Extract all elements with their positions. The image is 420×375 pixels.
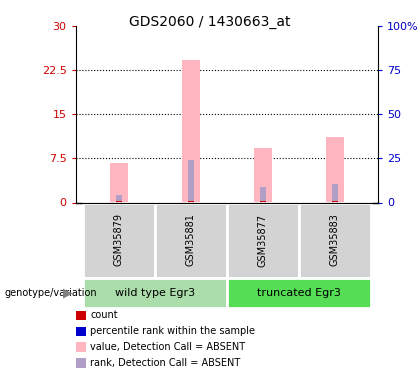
Text: GDS2060 / 1430663_at: GDS2060 / 1430663_at bbox=[129, 15, 291, 29]
Bar bbox=[332, 201, 338, 202]
Bar bbox=[227, 202, 299, 278]
Text: GSM35881: GSM35881 bbox=[186, 214, 196, 266]
Bar bbox=[110, 162, 128, 202]
Text: wild type Egr3: wild type Egr3 bbox=[115, 288, 195, 297]
Text: percentile rank within the sample: percentile rank within the sample bbox=[90, 326, 255, 336]
Bar bbox=[116, 195, 122, 202]
Bar bbox=[116, 201, 122, 202]
Text: truncated Egr3: truncated Egr3 bbox=[257, 288, 341, 297]
Bar bbox=[326, 137, 344, 202]
Text: genotype/variation: genotype/variation bbox=[4, 288, 97, 297]
Bar bbox=[299, 202, 371, 278]
Bar bbox=[260, 201, 266, 202]
Bar bbox=[83, 202, 155, 278]
Text: ▶: ▶ bbox=[63, 286, 73, 299]
Bar bbox=[188, 201, 194, 202]
Bar bbox=[155, 202, 227, 278]
Bar bbox=[188, 160, 194, 202]
Text: GSM35883: GSM35883 bbox=[330, 214, 340, 266]
Text: count: count bbox=[90, 310, 118, 321]
Bar bbox=[83, 278, 227, 308]
Bar bbox=[182, 60, 200, 202]
Bar bbox=[254, 148, 272, 202]
Text: GSM35879: GSM35879 bbox=[114, 213, 124, 267]
Text: value, Detection Call = ABSENT: value, Detection Call = ABSENT bbox=[90, 342, 245, 352]
Text: GSM35877: GSM35877 bbox=[258, 213, 268, 267]
Bar bbox=[260, 187, 266, 202]
Text: rank, Detection Call = ABSENT: rank, Detection Call = ABSENT bbox=[90, 358, 241, 368]
Bar bbox=[227, 278, 371, 308]
Bar bbox=[332, 184, 338, 203]
